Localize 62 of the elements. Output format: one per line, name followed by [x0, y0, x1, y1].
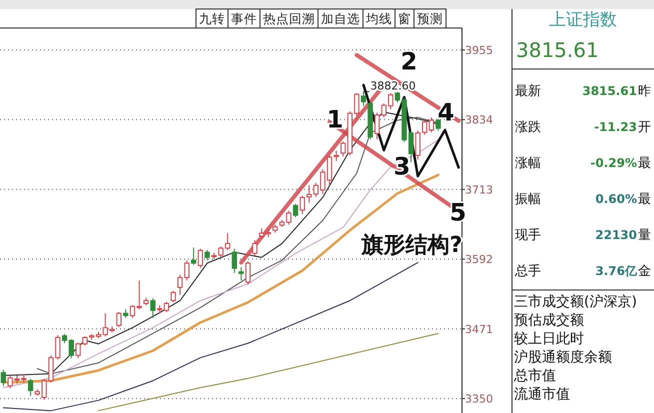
text: -0.29%: [590, 156, 637, 170]
text: 22130: [595, 228, 637, 242]
y-tick-label: 3471: [465, 322, 493, 336]
text: 0.60%: [595, 192, 637, 206]
text: 均线: [365, 11, 392, 26]
candlestick: [360, 91, 366, 106]
text: 较上日此时: [514, 331, 584, 347]
text: 最: [638, 192, 651, 207]
line-series: [98, 332, 439, 412]
text: 九转: [199, 11, 225, 26]
y-tick-label: 3592: [465, 253, 493, 266]
text: 事件: [231, 11, 257, 26]
text: 金: [638, 264, 651, 279]
candlestick: [76, 342, 81, 359]
text: 预估成交额: [514, 312, 584, 328]
text: 3815.61: [582, 84, 637, 98]
annotation: 2: [400, 48, 418, 76]
candlestick: [116, 312, 122, 328]
y-tick-label: 3713: [465, 183, 493, 196]
text: 涨幅: [515, 156, 541, 171]
annotation: 旗形结构?: [360, 233, 462, 258]
candlestick: [204, 249, 210, 261]
text: 3.76亿: [595, 264, 638, 278]
text: 沪股通额度余额: [514, 350, 612, 366]
y-tick-label: 3834: [465, 114, 493, 127]
text: 现手: [515, 228, 541, 243]
text: -11.23: [594, 120, 637, 134]
text: 窗: [398, 11, 411, 26]
text: 昨: [638, 84, 651, 99]
text: 总手: [514, 264, 541, 279]
text: 预测: [417, 11, 443, 26]
candlestick: [252, 240, 258, 256]
text: 3815.61: [516, 38, 599, 62]
text: 最: [638, 156, 651, 171]
text: 开: [638, 120, 651, 135]
candlestick: [245, 260, 251, 285]
candlestick: [150, 298, 156, 318]
line-series: [2, 262, 418, 412]
text: 涨跌: [515, 120, 541, 135]
candlestick: [238, 266, 244, 281]
candlestick: [374, 112, 380, 140]
candlestick: [428, 116, 434, 133]
candlestick: [198, 248, 204, 268]
y-tick-label: 3350: [465, 392, 493, 406]
text: 流通市值: [514, 386, 570, 402]
text: 热点回溯: [263, 11, 315, 26]
text: 上证指数: [549, 10, 617, 30]
text: 量: [638, 228, 651, 243]
candlestick: [28, 378, 34, 396]
text: 振幅: [515, 192, 541, 207]
candlestick: [0, 369, 6, 386]
candlestick: [292, 203, 298, 218]
text: 总市值: [513, 368, 556, 384]
y-tick-label: 3955: [465, 44, 493, 57]
text: 最新: [515, 84, 541, 99]
candlestick: [232, 248, 238, 274]
candlestick: [258, 228, 264, 239]
candlestick: [170, 290, 176, 303]
text: 加自选: [321, 11, 360, 26]
text: 三市成交额(沪深京): [514, 294, 637, 310]
candlestick: [340, 141, 346, 158]
candlestick: [191, 247, 196, 266]
